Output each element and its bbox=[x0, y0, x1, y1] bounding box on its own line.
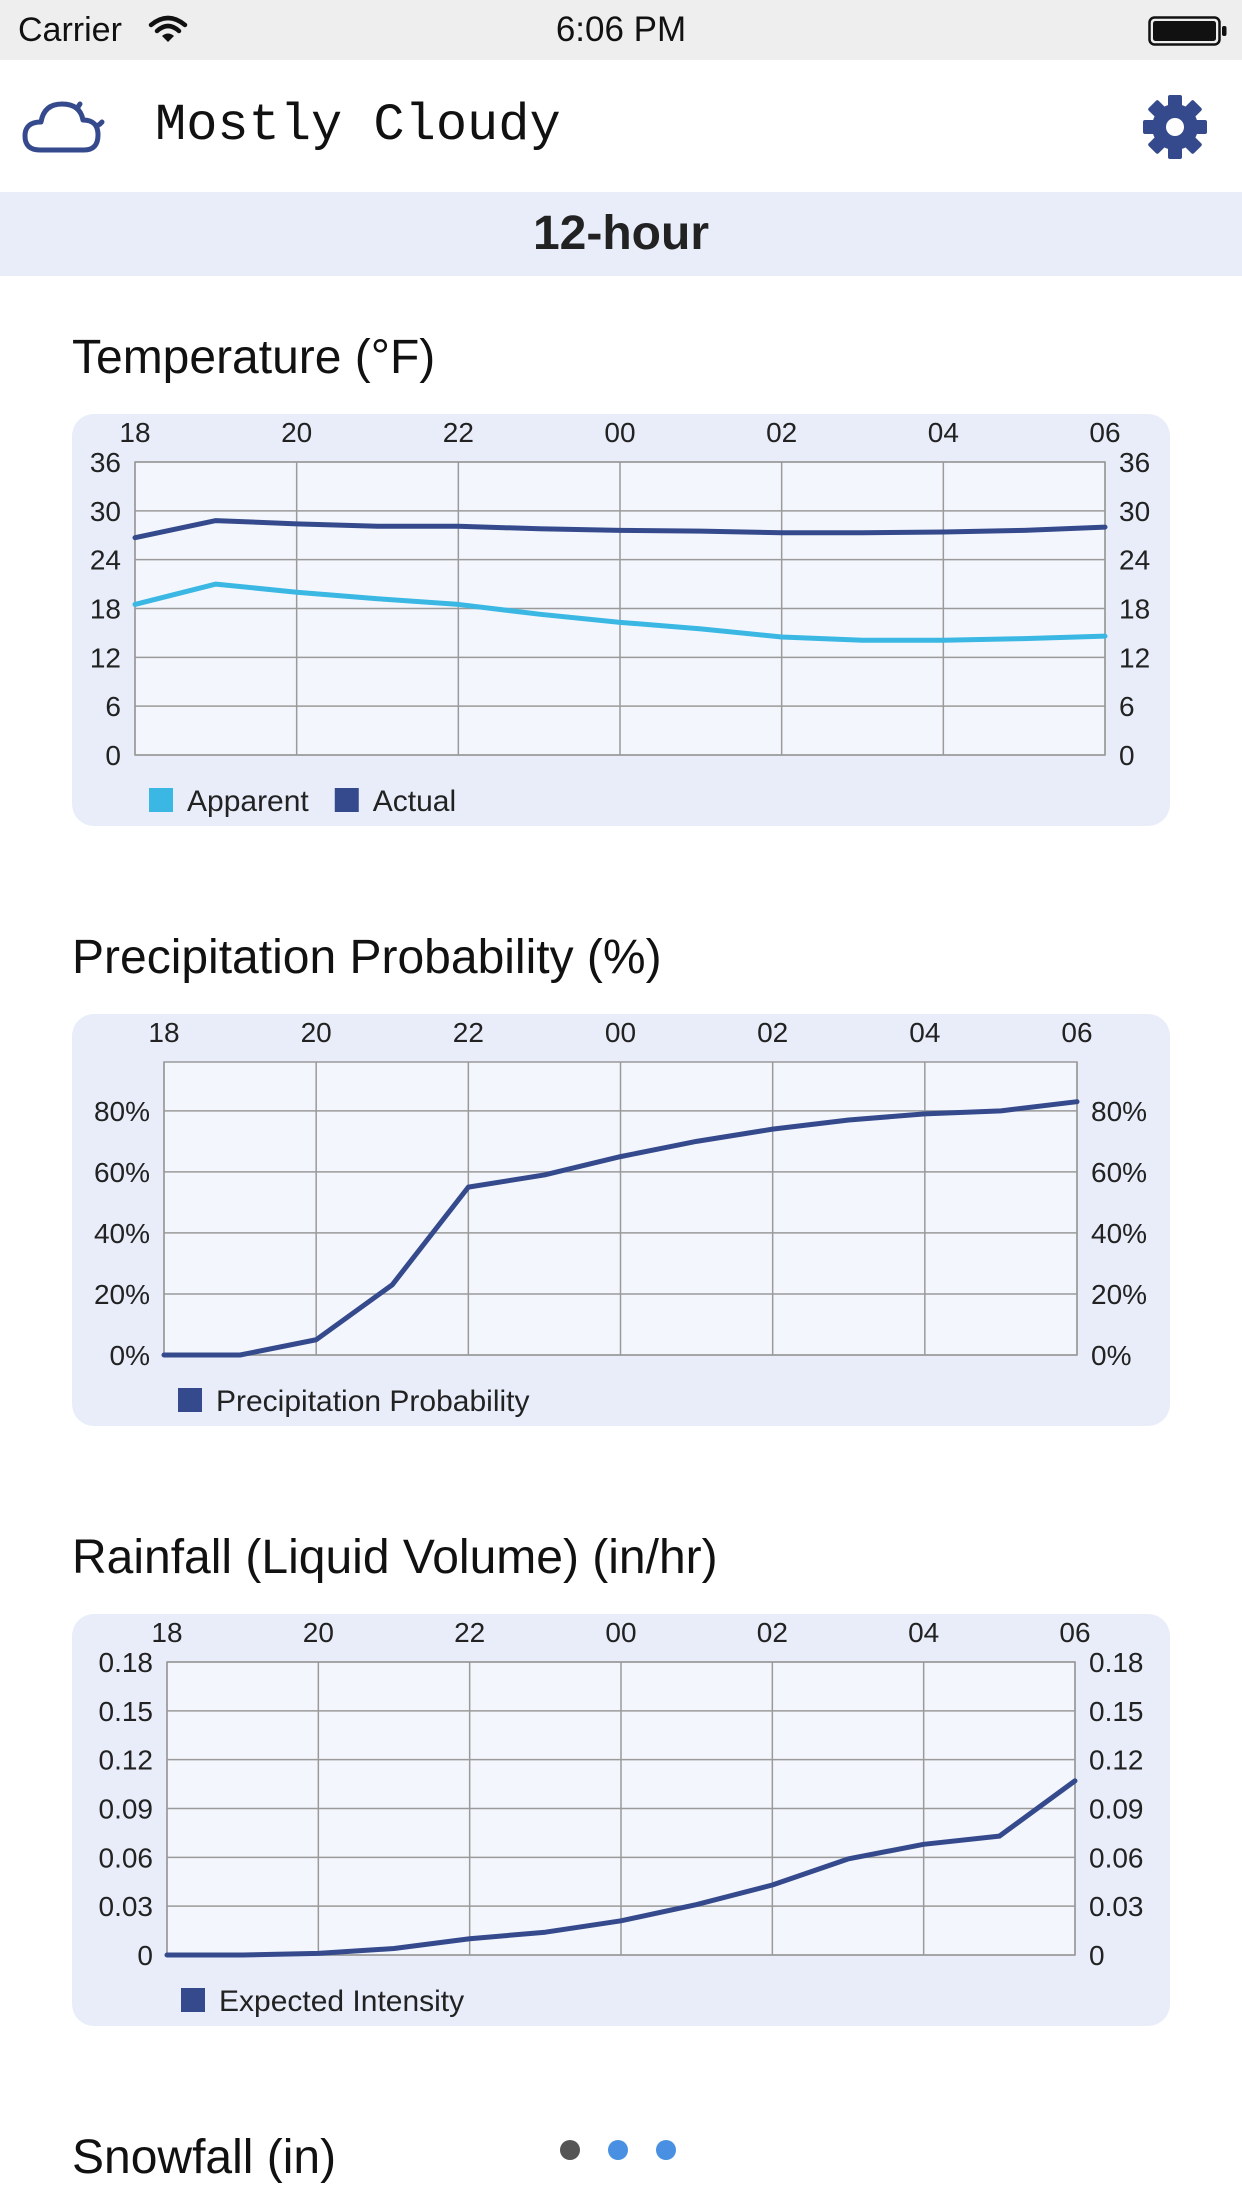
y-tick-label-right: 12 bbox=[1119, 642, 1150, 673]
y-tick-label-left: 36 bbox=[90, 447, 121, 478]
x-tick-label: 18 bbox=[151, 1617, 182, 1648]
y-tick-label-right: 0 bbox=[1119, 740, 1135, 771]
plot-border bbox=[166, 1661, 1076, 1956]
y-tick-label-right: 0.15 bbox=[1089, 1696, 1144, 1727]
y-tick-label-left: 0 bbox=[105, 740, 121, 771]
status-bar: Carrier 6:06 PM bbox=[0, 0, 1242, 60]
y-tick-label-left: 0.09 bbox=[99, 1794, 154, 1825]
battery-icon bbox=[1148, 16, 1228, 51]
x-tick-label: 00 bbox=[605, 1617, 636, 1648]
legend-label: Apparent bbox=[187, 785, 309, 818]
wifi-icon bbox=[148, 14, 188, 49]
x-tick-label: 04 bbox=[928, 417, 959, 448]
current-condition: Mostly Cloudy bbox=[155, 96, 561, 155]
series-line bbox=[132, 518, 1108, 541]
y-tick-label-left: 0.18 bbox=[99, 1647, 154, 1678]
x-tick-label: 20 bbox=[281, 417, 312, 448]
forecast-period-label: 12-hour bbox=[532, 207, 709, 260]
x-tick-label: 18 bbox=[148, 1017, 179, 1048]
settings-button[interactable] bbox=[1140, 92, 1210, 162]
legend-label: Precipitation Probability bbox=[216, 1385, 530, 1418]
x-tick-label: 06 bbox=[1059, 1617, 1090, 1648]
legend-swatch bbox=[178, 1388, 202, 1412]
x-tick-label: 18 bbox=[119, 417, 150, 448]
y-tick-label-right: 0.12 bbox=[1089, 1745, 1144, 1776]
y-tick-label-right: 0% bbox=[1091, 1340, 1131, 1371]
x-tick-label: 02 bbox=[757, 1017, 788, 1048]
y-tick-label-right: 6 bbox=[1119, 691, 1135, 722]
legend-swatch bbox=[334, 788, 359, 812]
y-tick-label-left: 0 bbox=[137, 1940, 153, 1971]
cloud-moon-icon bbox=[22, 90, 108, 161]
x-tick-label: 06 bbox=[1061, 1017, 1092, 1048]
y-tick-label-left: 40% bbox=[94, 1218, 150, 1249]
x-tick-label: 20 bbox=[301, 1017, 332, 1048]
y-tick-label-right: 30 bbox=[1119, 496, 1150, 527]
y-tick-label-right: 80% bbox=[1091, 1096, 1147, 1127]
x-tick-label: 04 bbox=[909, 1017, 940, 1048]
rainfall-chart-svg: 18 20 22 00 02 04 060 00.03 0.030.06 0.060.09 0.09… bbox=[99, 1617, 1144, 2018]
page-dot[interactable] bbox=[656, 2140, 676, 2160]
series-line bbox=[132, 581, 1108, 643]
y-tick-label-left: 18 bbox=[90, 594, 121, 625]
x-tick-label: 22 bbox=[453, 1017, 484, 1048]
y-tick-label-right: 0.03 bbox=[1089, 1891, 1144, 1922]
y-tick-label-left: 0.06 bbox=[99, 1842, 154, 1873]
y-tick-label-right: 24 bbox=[1119, 545, 1150, 576]
x-tick-label: 04 bbox=[908, 1617, 939, 1648]
legend-swatch bbox=[149, 788, 173, 812]
status-time: 6:06 PM bbox=[555, 10, 687, 49]
y-tick-label-right: 0 bbox=[1089, 1940, 1105, 1971]
y-tick-label-left: 12 bbox=[90, 642, 121, 673]
gear-icon bbox=[1143, 95, 1207, 159]
y-tick-label-left: 6 bbox=[105, 691, 121, 722]
x-tick-label: 06 bbox=[1089, 417, 1120, 448]
carrier-name: Carrier bbox=[18, 11, 122, 49]
legend-label: Actual bbox=[373, 785, 456, 818]
y-tick-label-left: 0.12 bbox=[99, 1745, 154, 1776]
y-tick-label-right: 0.06 bbox=[1089, 1842, 1144, 1873]
x-tick-label: 00 bbox=[605, 1017, 636, 1048]
x-tick-label: 22 bbox=[443, 417, 474, 448]
plot-border bbox=[134, 461, 1106, 756]
temperature-chart: 18 20 22 00 02 04 06 0 0 6 6 12 12 18 18 24 24 30 30 36 36 Ap… bbox=[72, 414, 1170, 826]
y-tick-label-left: 0.03 bbox=[99, 1891, 154, 1922]
y-tick-label-left: 60% bbox=[94, 1157, 150, 1188]
x-tick-label: 02 bbox=[766, 417, 797, 448]
y-tick-label-left: 24 bbox=[90, 545, 121, 576]
temperature-title: Temperature (°F) bbox=[72, 331, 436, 384]
page-dot[interactable] bbox=[608, 2140, 628, 2160]
y-tick-label-right: 40% bbox=[1091, 1218, 1147, 1249]
plot-border bbox=[163, 1061, 1078, 1356]
series-line bbox=[161, 1099, 1080, 1358]
legend-swatch bbox=[181, 1988, 205, 2012]
y-tick-label-right: 18 bbox=[1119, 594, 1150, 625]
snowfall-title: Snowfall (in) bbox=[72, 2131, 337, 2184]
x-tick-label: 20 bbox=[303, 1617, 334, 1648]
page-dot[interactable] bbox=[560, 2140, 580, 2160]
precipitation-chart: 18 20 22 00 02 04 06 0% 0% 20% 20% 40% 40% 60% 60% 80% 8… bbox=[72, 1014, 1170, 1426]
y-tick-label-right: 0.09 bbox=[1089, 1794, 1144, 1825]
y-tick-label-left: 0% bbox=[110, 1340, 150, 1371]
y-tick-label-right: 0.18 bbox=[1089, 1647, 1144, 1678]
rainfall-chart: 18 20 22 00 02 04 06 0 0 0.03 0.03 0.06 0.06 0.09 0.09… bbox=[72, 1614, 1170, 2026]
y-tick-label-right: 36 bbox=[1119, 447, 1150, 478]
x-tick-label: 22 bbox=[454, 1617, 485, 1648]
app-header: Mostly Cloudy bbox=[0, 60, 1242, 192]
y-tick-label-left: 20% bbox=[94, 1279, 150, 1310]
precipitation-title: Precipitation Probability (%) bbox=[72, 931, 662, 984]
x-tick-label: 02 bbox=[757, 1617, 788, 1648]
y-tick-label-left: 0.15 bbox=[99, 1696, 154, 1727]
precipitation-chart-svg: 18 20 22 00 02 04 06 0% 0% 20% 20% 40% 40% 60% 60% 80% 8… bbox=[94, 1017, 1147, 1418]
legend-label: Expected Intensity bbox=[219, 1985, 464, 2018]
x-tick-label: 00 bbox=[604, 417, 635, 448]
y-tick-label-right: 20% bbox=[1091, 1279, 1147, 1310]
y-tick-label-left: 80% bbox=[94, 1096, 150, 1127]
series-line bbox=[164, 1778, 1078, 1958]
y-tick-label-right: 60% bbox=[1091, 1157, 1147, 1188]
rainfall-title: Rainfall (Liquid Volume) (in/hr) bbox=[72, 1531, 718, 1584]
y-tick-label-left: 30 bbox=[90, 496, 121, 527]
forecast-period-bar[interactable]: 12-hour bbox=[0, 192, 1242, 276]
